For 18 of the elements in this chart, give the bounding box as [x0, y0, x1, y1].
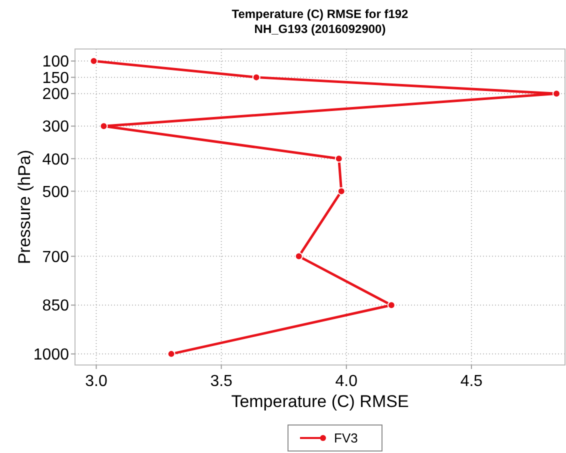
y-tick-label: 400 — [42, 151, 70, 168]
y-tick-label: 150 — [42, 70, 70, 87]
x-tick-label: 3.5 — [210, 373, 233, 390]
y-tick-label: 200 — [42, 86, 70, 104]
y-tick-label: 850 — [42, 298, 70, 315]
x-axis-title: Temperature (C) RMSE — [231, 392, 409, 411]
y-tick-label: 100 — [42, 54, 70, 71]
chart-title: Temperature (C) RMSE for f192 — [232, 7, 409, 21]
legend-label: FV3 — [334, 430, 358, 446]
y-tick-label: 500 — [42, 184, 70, 201]
x-tick-label: 4.0 — [335, 373, 358, 390]
x-tick-label: 3.0 — [85, 373, 108, 390]
y-tick-label: 1000 — [33, 346, 70, 364]
chart-subtitle: NH_G193 (2016092900) — [254, 22, 386, 36]
y-tick-label: 700 — [42, 248, 70, 266]
y-axis-title: Pressure (hPa) — [15, 150, 34, 264]
y-tick-label: 300 — [42, 118, 70, 136]
x-tick-label: 4.5 — [460, 373, 483, 390]
